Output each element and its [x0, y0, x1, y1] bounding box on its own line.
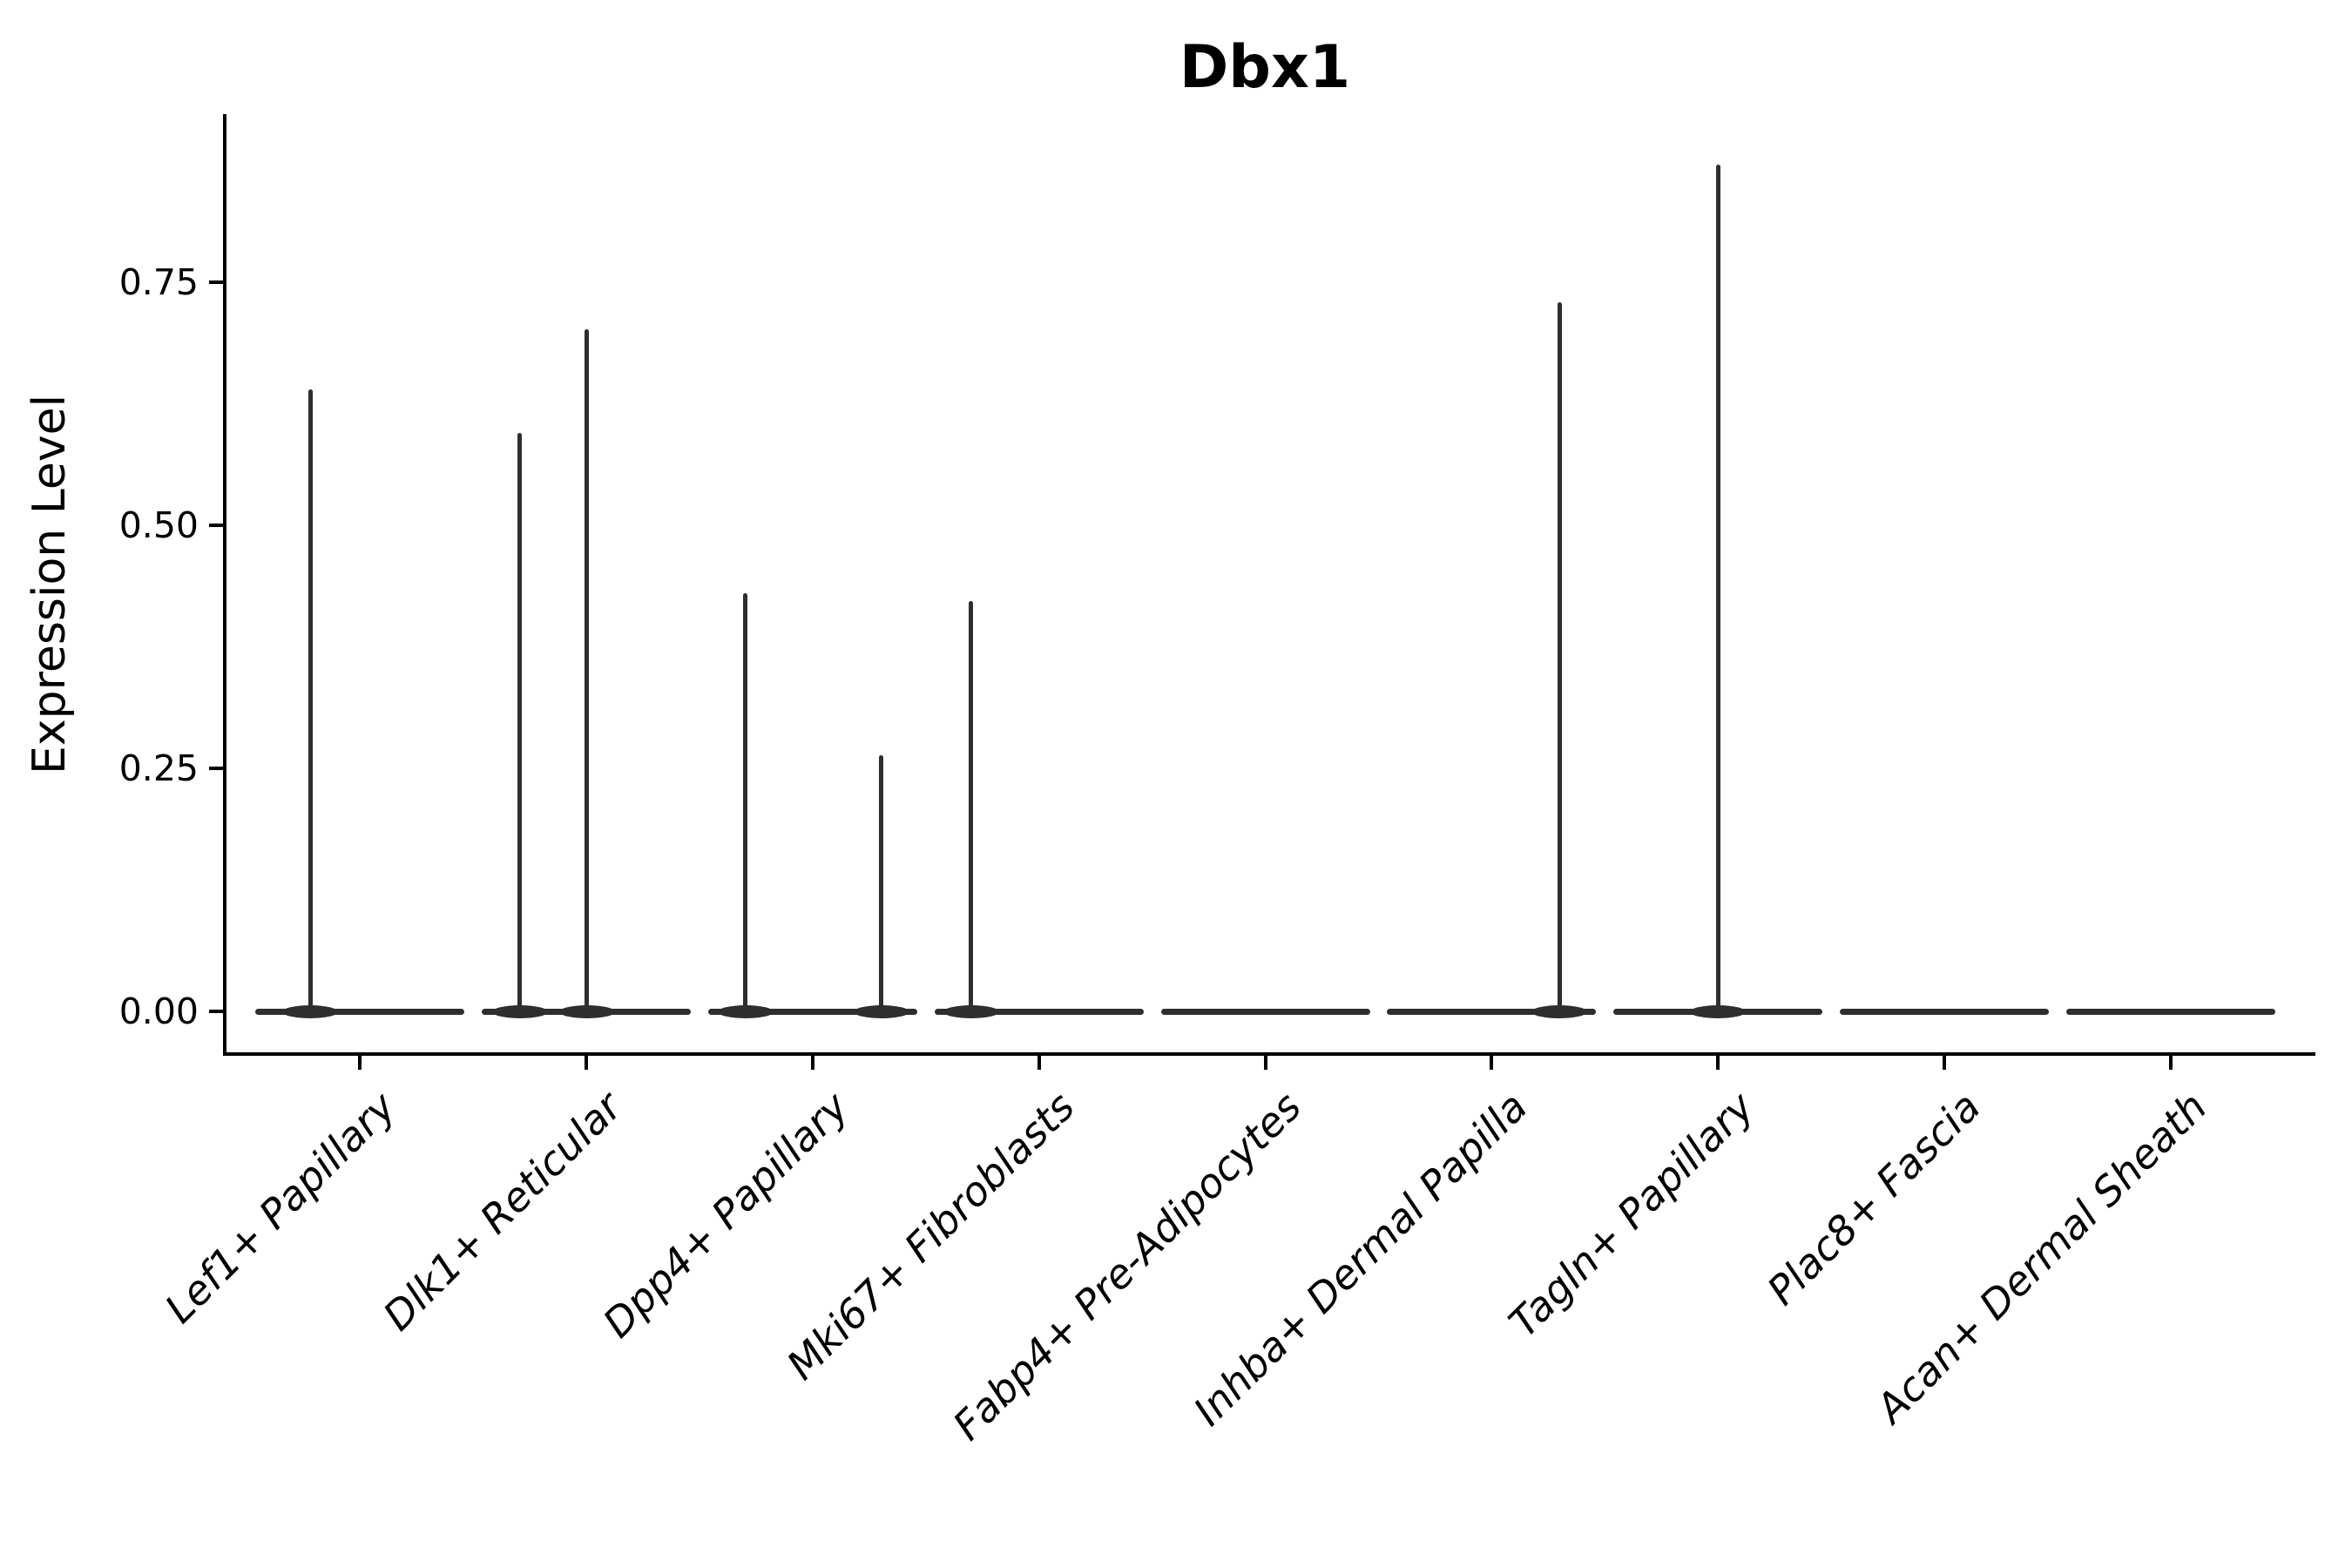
x-tick-mark: [1716, 1056, 1720, 1070]
y-tick-label: 0.00: [118, 990, 199, 1032]
y-tick-mark: [209, 524, 223, 527]
violin-baseline: [707, 1009, 917, 1015]
plot-title: Dbx1: [1179, 33, 1351, 102]
x-tick-label: Tagln+ Papillary: [1499, 1083, 1763, 1347]
x-tick-label: Dpp4+ Papillary: [593, 1083, 858, 1347]
violin-baseline: [255, 1009, 464, 1015]
violin-baseline: [1160, 1009, 1370, 1015]
x-tick-mark: [1037, 1056, 1041, 1070]
violin-spike: [969, 601, 974, 1014]
x-tick-label: Plac8+ Fascia: [1758, 1083, 1990, 1315]
violin-spike: [743, 593, 748, 1014]
violin-baseline: [934, 1009, 1144, 1015]
violin-baseline: [1387, 1009, 1597, 1015]
violin-spike: [308, 389, 313, 1014]
y-tick-mark: [209, 767, 223, 770]
violin-spike: [1715, 164, 1720, 1014]
x-tick-mark: [1943, 1056, 1947, 1070]
y-tick-mark: [209, 1010, 223, 1013]
x-tick-label: Dlk1+ Reticular: [374, 1083, 632, 1340]
y-tick-mark: [209, 280, 223, 284]
x-tick-label: Lef1+ Papillary: [155, 1083, 405, 1333]
violin-spike: [517, 432, 523, 1014]
y-tick-label: 0.25: [118, 747, 199, 789]
x-tick-mark: [358, 1056, 362, 1070]
y-tick-label: 0.50: [118, 504, 199, 546]
y-axis-spine: [223, 114, 226, 1056]
violin-baseline: [1840, 1009, 2050, 1015]
violin-baseline: [2066, 1009, 2275, 1015]
x-axis-spine: [223, 1052, 2315, 1056]
violin-spike: [585, 328, 590, 1014]
y-tick-label: 0.75: [118, 261, 199, 303]
x-tick-mark: [2169, 1056, 2173, 1070]
violin-spike: [879, 755, 884, 1014]
x-tick-mark: [810, 1056, 814, 1070]
x-tick-mark: [1263, 1056, 1267, 1070]
y-axis-label: Expression Level: [24, 394, 76, 775]
x-tick-mark: [584, 1056, 588, 1070]
x-tick-mark: [1490, 1056, 1494, 1070]
violin-spike: [1557, 302, 1562, 1014]
